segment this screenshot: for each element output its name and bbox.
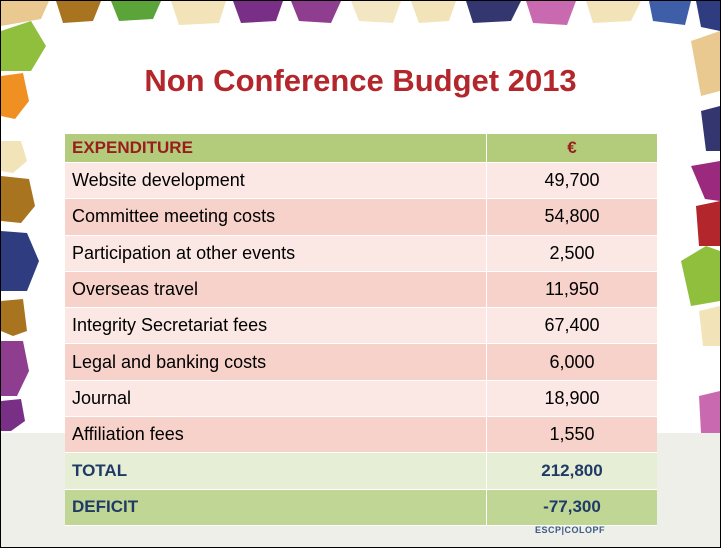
amount-cell: 2,500	[487, 243, 657, 264]
deficit-label: DEFICIT	[65, 490, 487, 525]
header-row: EXPENDITURE €	[65, 134, 657, 163]
item-cell: Committee meeting costs	[65, 199, 487, 234]
item-cell: Legal and banking costs	[65, 344, 487, 379]
item-cell: Overseas travel	[65, 272, 487, 307]
item-cell: Integrity Secretariat fees	[65, 308, 487, 343]
amount-cell: 6,000	[487, 352, 657, 373]
footer-logo: ESCP|COLOPF	[535, 525, 605, 535]
amount-cell: 18,900	[487, 388, 657, 409]
item-cell: Journal	[65, 381, 487, 416]
total-value: 212,800	[487, 461, 657, 481]
total-label: TOTAL	[65, 453, 487, 488]
item-cell: Participation at other events	[65, 236, 487, 271]
item-cell: Affiliation fees	[65, 417, 487, 452]
amount-cell: 1,550	[487, 424, 657, 445]
amount-cell: 54,800	[487, 206, 657, 227]
total-row: TOTAL 212,800	[65, 453, 657, 489]
slide-title: Non Conference Budget 2013	[1, 63, 720, 99]
slide: Non Conference Budget 2013 EXPENDITURE €…	[0, 0, 721, 548]
header-cell: €	[487, 138, 657, 158]
amount-cell: 49,700	[487, 170, 657, 191]
deficit-value: -77,300	[487, 497, 657, 517]
amount-cell: 67,400	[487, 315, 657, 336]
amount-cell: 11,950	[487, 279, 657, 300]
item-cell: Website development	[65, 163, 487, 198]
deficit-row: DEFICIT -77,300	[65, 490, 657, 526]
header-cell: EXPENDITURE	[65, 134, 487, 162]
